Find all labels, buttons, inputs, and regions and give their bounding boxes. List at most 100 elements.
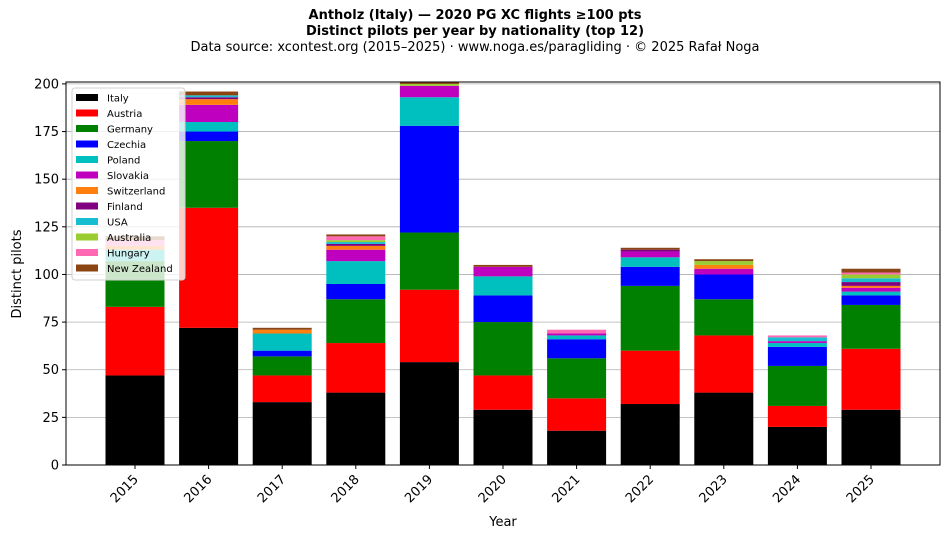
bar-segment [473,322,533,376]
legend-label: New Zealand [107,264,173,275]
bar-segment [767,335,827,338]
bar-segment [326,343,386,393]
bar-segment [620,257,680,267]
bar-segment [179,104,239,123]
bar-segment [252,333,312,351]
bar-segment [694,299,754,336]
bar-segment [841,274,901,279]
bar-segment [179,122,239,132]
y-tick-label: 125 [34,220,59,235]
y-tick-label: 150 [34,173,59,188]
chart-title: Antholz (Italy) — 2020 PG XC flights ≥10… [308,8,642,23]
bar-segment [841,348,901,410]
legend-box [71,87,186,281]
bar-segment [326,242,386,244]
bar-segment [399,82,459,84]
bar-segment [694,274,754,300]
bar-segment [179,207,239,328]
bar-segment [694,259,754,262]
chart-titles: Antholz (Italy) — 2020 PG XC flights ≥10… [0,8,950,56]
bar-segment [767,426,827,465]
bar-segment [179,95,239,98]
bar-segment [399,85,459,98]
bar-segment [547,333,607,336]
bar-segment [841,278,901,283]
bar-segment [105,306,165,376]
bar-segment [767,341,827,344]
bar-segment [105,375,165,465]
bar-segment [841,268,901,273]
bar-segment [473,295,533,323]
x-tick-label: 2016 [181,472,215,506]
y-tick-label: 0 [51,459,59,474]
bar-segment [179,131,239,142]
bar-segment [841,272,901,275]
y-axis-label: Distinct pilots [10,229,25,318]
bar-segment [326,392,386,465]
legend-label: Australia [107,233,151,244]
bar-segment [620,247,680,250]
bar-segment [547,398,607,431]
bar-segment [841,287,901,292]
legend-swatch [76,249,98,256]
bar-segment [179,97,239,100]
bar-segment [252,402,312,465]
x-tick-label: 2022 [623,472,657,506]
bar-segment [767,365,827,406]
bar-segment [620,249,680,252]
x-tick-label: 2025 [844,472,878,506]
legend-label: Germany [107,125,153,136]
legend-label: Hungary [107,249,150,260]
bar-segment [841,304,901,349]
bar-segment [399,125,459,233]
chart-title-line2: Distinct pilots per year by nationality … [305,24,645,39]
x-tick-label: 2019 [402,472,436,506]
bar-segment [767,337,827,342]
y-tick-label: 200 [34,77,59,92]
bar-segment [620,350,680,405]
legend-label: Slovakia [107,171,149,182]
y-tick-label: 50 [42,363,59,378]
legend-swatch [76,125,98,132]
legend-swatch [76,140,98,148]
legend-swatch [76,202,98,210]
bar-segment [252,329,312,334]
bar-segment [326,243,386,246]
legend-label: Poland [107,156,140,167]
bar-segment [326,249,386,262]
legend-swatch [76,109,98,117]
bar-segment [841,282,901,286]
x-tick-label: 2024 [770,472,804,506]
bar-segment [252,375,312,403]
bar-segment [179,141,239,208]
bar-segment [473,409,533,465]
bar-segment [399,232,459,290]
legend-label: USA [107,218,128,229]
bar-segment [841,295,901,305]
x-tick-label: 2017 [255,472,289,506]
bar-segment [547,430,607,465]
legend-label: Italy [107,94,129,105]
bar-segment [252,327,312,330]
x-tick-label: 2021 [549,472,583,506]
y-tick-label: 75 [42,316,59,331]
bar-segment [179,327,239,465]
bar-segment [473,375,533,410]
bar-segment [547,335,607,340]
bars [105,82,901,465]
bar-segment [252,356,312,376]
bar-segment [767,343,827,347]
bar-segment [326,236,386,241]
legend-label: Finland [107,202,143,213]
bar-segment [252,350,312,357]
bar-segment [473,276,533,296]
chart-subtitle: Data source: xcontest.org (2015–2025) · … [190,40,760,55]
legend-label: Austria [107,109,142,120]
bar-segment [326,240,386,243]
bar-segment [547,339,607,359]
bar-segment [399,83,459,86]
bar-segment [399,97,459,126]
bar-segment [841,285,901,288]
bar-segment [767,405,827,427]
legend-label: Switzerland [107,187,165,198]
